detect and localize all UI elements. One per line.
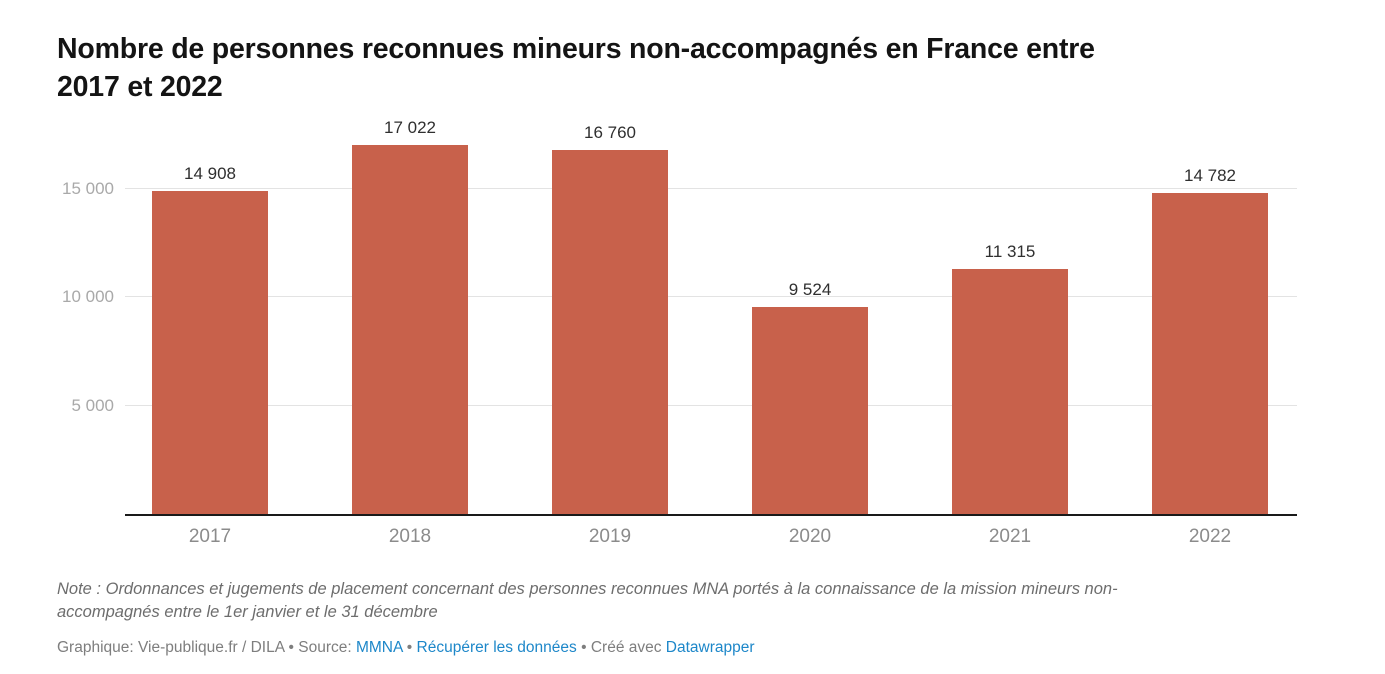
chart-title-line1: Nombre de personnes reconnues mineurs no… [57,33,1095,66]
chart-byline: Graphique: Vie-publique.fr / DILA • Sour… [57,639,755,657]
bar-value-label: 9 524 [788,280,832,300]
bar [752,307,868,514]
bar-value-label: 17 022 [384,117,436,137]
byline-source-label: Source: [298,639,356,656]
bar [352,144,468,514]
bar-value-label: 11 315 [984,241,1036,261]
chart-title-line2: 2017 et 2022 [57,71,223,104]
gridline [125,404,1297,406]
byline-graphique: Graphique: Vie-publique.fr / DILA [57,639,285,656]
source-link-mmna[interactable]: MMNA [355,639,403,656]
y-axis-tick-label: 10 000 [62,287,114,307]
byline-separator: • [402,639,417,656]
bar-value-label: 16 760 [584,123,636,143]
byline-created-label: Créé avec [590,639,666,656]
byline-separator: • [576,639,591,656]
gridline [125,296,1297,298]
x-axis-label: 2021 [988,526,1032,547]
bar-value-label: 14 782 [1184,166,1236,186]
gridline [125,187,1297,189]
chart-note: Note : Ordonnances et jugements de place… [57,578,1347,624]
x-axis-label: 2017 [188,526,232,547]
get-data-link[interactable]: Récupérer les données [416,639,577,656]
byline-separator: • [284,639,299,656]
bar [1152,193,1268,514]
x-axis-label: 2018 [388,526,432,547]
y-axis-tick-label: 15 000 [62,178,114,198]
x-axis-label: 2022 [1188,526,1232,547]
bar-value-label: 14 908 [184,163,236,183]
plot-area: 5 000 10 000 15 000 14 908 2017 17 022 2018 16 … [62,118,1297,547]
x-axis-label: 2020 [788,526,832,547]
datawrapper-link[interactable]: Datawrapper [665,639,755,656]
chart-note-line1: Note : Ordonnances et jugements de place… [57,580,1118,598]
x-axis-line [125,514,1297,516]
bar [952,268,1068,514]
chart-note-line2: accompagnés entre le 1er janvier et le 3… [57,603,438,621]
x-axis-label: 2019 [588,526,632,547]
bar [152,190,268,514]
chart-title: Nombre de personnes reconnues mineurs no… [57,30,1095,106]
y-axis-tick-label: 5 000 [71,395,114,415]
bar [552,150,668,514]
